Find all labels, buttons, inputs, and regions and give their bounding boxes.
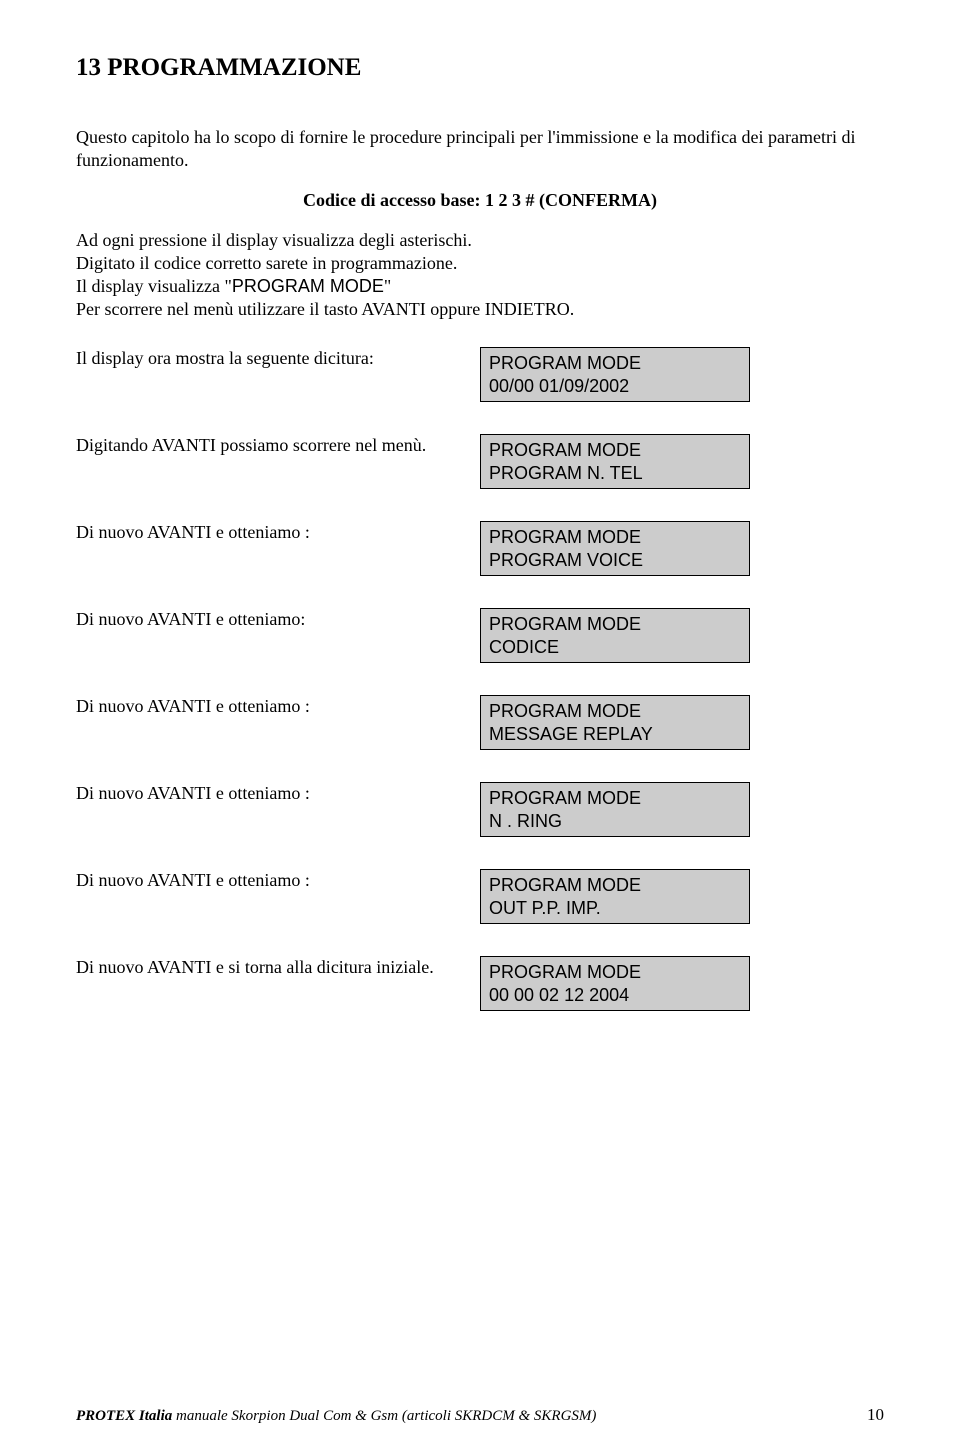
lcd-display: PROGRAM MODE MESSAGE REPLAY bbox=[480, 695, 750, 750]
lcd-display: PROGRAM MODE OUT P.P. IMP. bbox=[480, 869, 750, 924]
lcd-line-1: PROGRAM MODE bbox=[489, 613, 741, 636]
instructions-block: Ad ogni pressione il display visualizza … bbox=[76, 229, 884, 321]
instr-line-3-mono: PROGRAM MODE bbox=[232, 276, 384, 296]
lcd-line-2: 00/00 01/09/2002 bbox=[489, 375, 741, 398]
step-label: Di nuovo AVANTI e si torna alla dicitura… bbox=[76, 956, 480, 1043]
table-row: Di nuovo AVANTI e otteniamo : PROGRAM MO… bbox=[76, 521, 884, 608]
step-label: Di nuovo AVANTI e otteniamo : bbox=[76, 869, 480, 956]
table-row: Di nuovo AVANTI e otteniamo : PROGRAM MO… bbox=[76, 695, 884, 782]
instr-line-3-suffix: " bbox=[384, 276, 391, 296]
instr-line-1: Ad ogni pressione il display visualizza … bbox=[76, 230, 472, 250]
table-row: Di nuovo AVANTI e otteniamo : PROGRAM MO… bbox=[76, 869, 884, 956]
lcd-line-2: N . RING bbox=[489, 810, 741, 833]
lcd-line-2: 00 00 02 12 2004 bbox=[489, 984, 741, 1007]
instr-line-3-prefix: Il display visualizza " bbox=[76, 276, 232, 296]
lcd-line-1: PROGRAM MODE bbox=[489, 700, 741, 723]
lcd-line-2: PROGRAM N. TEL bbox=[489, 462, 741, 485]
footer-rest: manuale Skorpion Dual Com & Gsm (articol… bbox=[172, 1408, 596, 1424]
lcd-line-1: PROGRAM MODE bbox=[489, 439, 741, 462]
lcd-line-2: MESSAGE REPLAY bbox=[489, 723, 741, 746]
footer-text: PROTEX Italia manuale Skorpion Dual Com … bbox=[76, 1408, 596, 1425]
intro-paragraph: Questo capitolo ha lo scopo di fornire l… bbox=[76, 126, 884, 172]
table-row: Di nuovo AVANTI e si torna alla dicitura… bbox=[76, 956, 884, 1043]
lcd-display: PROGRAM MODE 00 00 02 12 2004 bbox=[480, 956, 750, 1011]
lcd-display: PROGRAM MODE CODICE bbox=[480, 608, 750, 663]
instr-line-2: Digitato il codice corretto sarete in pr… bbox=[76, 253, 457, 273]
table-row: Di nuovo AVANTI e otteniamo: PROGRAM MOD… bbox=[76, 608, 884, 695]
page-footer: PROTEX Italia manuale Skorpion Dual Com … bbox=[76, 1405, 884, 1425]
step-label: Di nuovo AVANTI e otteniamo: bbox=[76, 608, 480, 695]
step-label: Di nuovo AVANTI e otteniamo : bbox=[76, 695, 480, 782]
step-label: Digitando AVANTI possiamo scorrere nel m… bbox=[76, 434, 480, 521]
lcd-line-2: PROGRAM VOICE bbox=[489, 549, 741, 572]
table-row: Digitando AVANTI possiamo scorrere nel m… bbox=[76, 434, 884, 521]
lcd-line-1: PROGRAM MODE bbox=[489, 787, 741, 810]
lcd-display: PROGRAM MODE N . RING bbox=[480, 782, 750, 837]
instr-line-4: Per scorrere nel menù utilizzare il tast… bbox=[76, 299, 574, 319]
footer-brand: PROTEX Italia bbox=[76, 1408, 172, 1424]
lcd-line-2: CODICE bbox=[489, 636, 741, 659]
lcd-display: PROGRAM MODE 00/00 01/09/2002 bbox=[480, 347, 750, 402]
lcd-line-2: OUT P.P. IMP. bbox=[489, 897, 741, 920]
table-row: Il display ora mostra la seguente dicitu… bbox=[76, 347, 884, 434]
lcd-line-1: PROGRAM MODE bbox=[489, 874, 741, 897]
lcd-line-1: PROGRAM MODE bbox=[489, 526, 741, 549]
access-code-line: Codice di accesso base: 1 2 3 # (CONFERM… bbox=[76, 190, 884, 211]
section-heading: 13 PROGRAMMAZIONE bbox=[76, 54, 884, 82]
step-label: Il display ora mostra la seguente dicitu… bbox=[76, 347, 480, 434]
lcd-line-1: PROGRAM MODE bbox=[489, 961, 741, 984]
step-label: Di nuovo AVANTI e otteniamo : bbox=[76, 521, 480, 608]
lcd-display: PROGRAM MODE PROGRAM N. TEL bbox=[480, 434, 750, 489]
step-label: Di nuovo AVANTI e otteniamo : bbox=[76, 782, 480, 869]
lcd-line-1: PROGRAM MODE bbox=[489, 352, 741, 375]
display-steps-table: Il display ora mostra la seguente dicitu… bbox=[76, 347, 884, 1043]
table-row: Di nuovo AVANTI e otteniamo : PROGRAM MO… bbox=[76, 782, 884, 869]
lcd-display: PROGRAM MODE PROGRAM VOICE bbox=[480, 521, 750, 576]
page-number: 10 bbox=[867, 1405, 884, 1425]
